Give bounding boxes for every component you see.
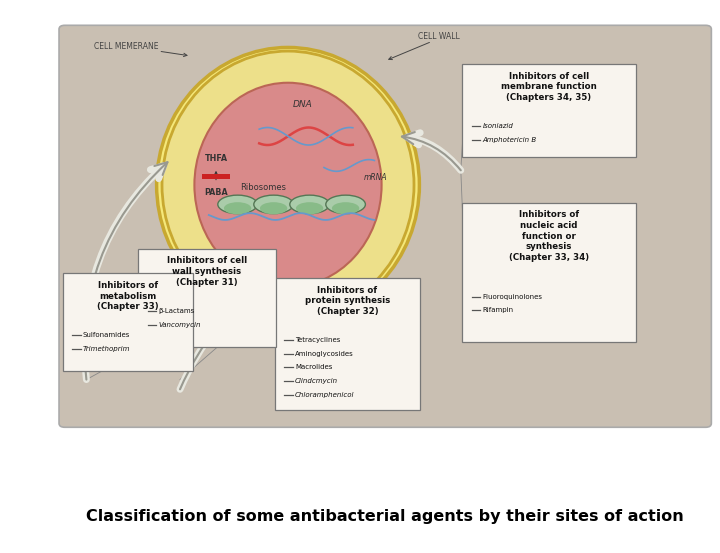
Text: CELL MEMERANE: CELL MEMERANE: [94, 41, 158, 51]
FancyBboxPatch shape: [462, 203, 636, 342]
Text: Sulfonamides: Sulfonamides: [83, 332, 130, 338]
Ellipse shape: [325, 195, 366, 213]
Text: Macrolides: Macrolides: [295, 364, 333, 371]
FancyBboxPatch shape: [63, 274, 193, 371]
Text: Ribosomes: Ribosomes: [240, 183, 286, 192]
Ellipse shape: [332, 202, 359, 215]
Text: Chloramphenicol: Chloramphenicol: [295, 392, 355, 398]
Ellipse shape: [194, 83, 382, 287]
Ellipse shape: [254, 195, 294, 213]
Text: Aminoglycosides: Aminoglycosides: [295, 351, 354, 357]
Text: Isoniazid: Isoniazid: [482, 123, 513, 129]
FancyBboxPatch shape: [138, 249, 276, 347]
Text: Inhibitors of
metabolism
(Chapter 33): Inhibitors of metabolism (Chapter 33): [97, 281, 158, 311]
Ellipse shape: [289, 195, 330, 213]
Text: CELL WALL: CELL WALL: [418, 32, 460, 41]
Text: Inhibitors of cell
membrane function
(Chapters 34, 35): Inhibitors of cell membrane function (Ch…: [501, 71, 597, 102]
FancyBboxPatch shape: [59, 25, 711, 427]
Ellipse shape: [260, 202, 287, 215]
Text: Fluoroquinolones: Fluoroquinolones: [482, 294, 542, 300]
Text: PABA: PABA: [204, 187, 228, 197]
Ellipse shape: [162, 51, 414, 319]
Text: THFA: THFA: [204, 154, 228, 163]
Ellipse shape: [217, 195, 258, 213]
Text: Rifampin: Rifampin: [482, 307, 513, 314]
FancyBboxPatch shape: [275, 278, 420, 410]
Text: DNA: DNA: [292, 101, 312, 109]
Text: β-Lactams: β-Lactams: [158, 308, 194, 314]
Text: Tetracyclines: Tetracyclines: [295, 337, 341, 343]
Ellipse shape: [180, 73, 396, 297]
Text: Inhibitors of
protein synthesis
(Chapter 32): Inhibitors of protein synthesis (Chapter…: [305, 286, 390, 316]
FancyBboxPatch shape: [462, 64, 636, 157]
Text: Amphotericin B: Amphotericin B: [482, 137, 536, 143]
Ellipse shape: [296, 202, 323, 215]
FancyBboxPatch shape: [202, 174, 230, 179]
Text: Inhibitors of
nucleic acid
function or
synthesis
(Chapter 33, 34): Inhibitors of nucleic acid function or s…: [509, 210, 589, 262]
Ellipse shape: [157, 48, 419, 322]
Text: mRNA: mRNA: [364, 173, 387, 182]
Text: Vancomycin: Vancomycin: [158, 322, 201, 327]
Text: Inhibitors of cell
wall synthesis
(Chapter 31): Inhibitors of cell wall synthesis (Chapt…: [167, 257, 247, 287]
Text: Trimethoprim: Trimethoprim: [83, 346, 130, 352]
Text: Clindcmycin: Clindcmycin: [295, 378, 338, 384]
Ellipse shape: [224, 202, 251, 215]
Text: Classification of some antibacterial agents by their sites of action: Classification of some antibacterial age…: [86, 509, 684, 524]
